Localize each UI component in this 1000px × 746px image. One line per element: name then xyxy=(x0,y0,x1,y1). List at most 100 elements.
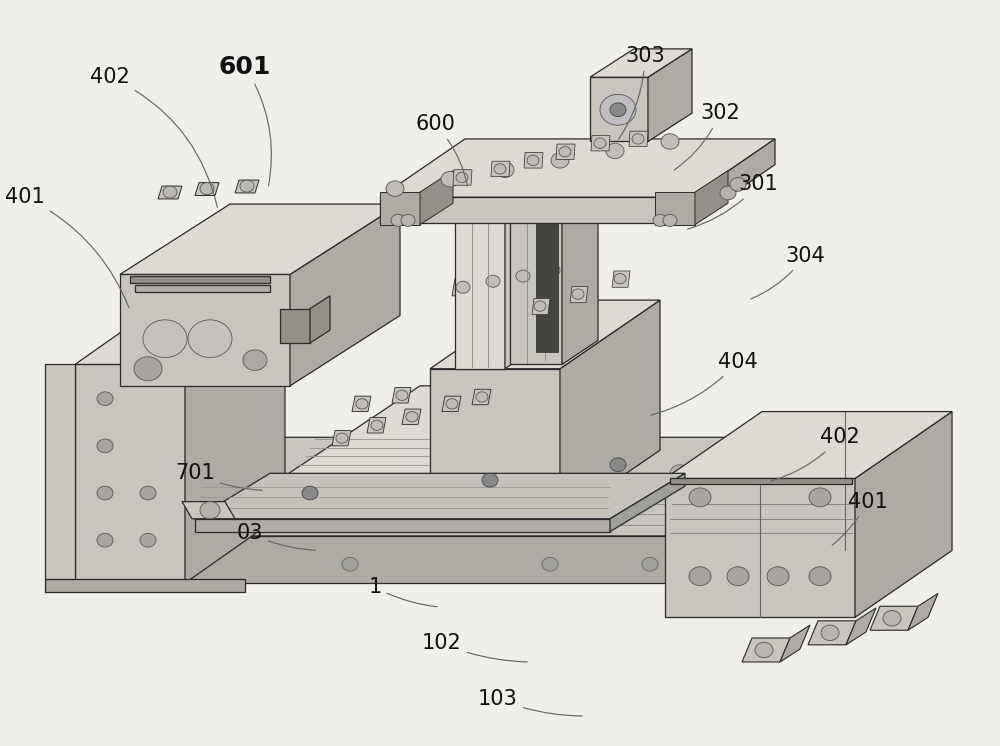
Circle shape xyxy=(534,301,546,311)
Text: 301: 301 xyxy=(688,175,778,229)
Polygon shape xyxy=(556,144,575,160)
Polygon shape xyxy=(380,139,775,197)
Circle shape xyxy=(243,350,267,371)
Polygon shape xyxy=(332,430,351,446)
Text: 401: 401 xyxy=(5,187,129,308)
Circle shape xyxy=(494,164,506,174)
Circle shape xyxy=(594,138,606,148)
Polygon shape xyxy=(430,369,560,518)
Circle shape xyxy=(559,147,571,157)
Polygon shape xyxy=(280,309,310,343)
Polygon shape xyxy=(532,298,550,315)
Polygon shape xyxy=(690,139,775,223)
Polygon shape xyxy=(780,625,810,662)
Polygon shape xyxy=(455,184,540,207)
Polygon shape xyxy=(455,207,505,369)
Polygon shape xyxy=(655,192,695,225)
Circle shape xyxy=(490,476,510,493)
Polygon shape xyxy=(482,273,503,290)
Polygon shape xyxy=(846,608,876,645)
Polygon shape xyxy=(730,437,900,583)
Circle shape xyxy=(172,557,188,571)
Polygon shape xyxy=(855,412,952,618)
Text: 401: 401 xyxy=(832,492,888,545)
Polygon shape xyxy=(505,184,540,369)
Polygon shape xyxy=(45,579,245,592)
Text: 1: 1 xyxy=(368,577,437,606)
Circle shape xyxy=(642,557,658,571)
Polygon shape xyxy=(648,49,692,142)
Polygon shape xyxy=(120,204,400,275)
Polygon shape xyxy=(570,286,588,303)
Text: 304: 304 xyxy=(751,245,825,299)
Circle shape xyxy=(200,183,214,195)
Text: 302: 302 xyxy=(674,103,740,170)
Polygon shape xyxy=(610,473,685,532)
Circle shape xyxy=(396,390,408,401)
Circle shape xyxy=(140,533,156,547)
Polygon shape xyxy=(75,365,185,583)
Text: 303: 303 xyxy=(619,46,665,140)
Circle shape xyxy=(755,642,773,658)
Circle shape xyxy=(821,625,839,641)
Polygon shape xyxy=(380,192,420,225)
Polygon shape xyxy=(45,365,75,579)
Circle shape xyxy=(496,162,514,178)
Circle shape xyxy=(391,214,405,226)
Polygon shape xyxy=(908,593,938,630)
Polygon shape xyxy=(453,170,472,185)
Circle shape xyxy=(200,501,220,518)
Polygon shape xyxy=(430,300,660,369)
Polygon shape xyxy=(510,386,645,518)
Circle shape xyxy=(150,501,170,518)
Circle shape xyxy=(406,412,418,422)
Polygon shape xyxy=(670,478,852,484)
Polygon shape xyxy=(542,262,563,279)
Polygon shape xyxy=(629,131,648,147)
Circle shape xyxy=(740,456,760,473)
Circle shape xyxy=(97,392,113,406)
Circle shape xyxy=(614,274,626,283)
Polygon shape xyxy=(70,536,730,583)
Polygon shape xyxy=(402,409,421,424)
Polygon shape xyxy=(510,178,598,204)
Circle shape xyxy=(446,398,458,409)
Circle shape xyxy=(336,433,348,443)
Circle shape xyxy=(551,153,569,168)
Circle shape xyxy=(163,186,177,198)
Circle shape xyxy=(456,172,468,183)
Polygon shape xyxy=(75,294,285,365)
Text: 404: 404 xyxy=(651,352,758,416)
Polygon shape xyxy=(185,294,285,583)
Circle shape xyxy=(97,533,113,547)
Polygon shape xyxy=(665,412,952,478)
Circle shape xyxy=(401,214,415,226)
Circle shape xyxy=(767,567,789,586)
Polygon shape xyxy=(120,275,290,386)
Circle shape xyxy=(809,567,831,586)
Circle shape xyxy=(240,180,254,192)
Circle shape xyxy=(883,610,901,626)
Polygon shape xyxy=(195,183,219,195)
Polygon shape xyxy=(442,396,461,412)
Polygon shape xyxy=(392,388,411,403)
Polygon shape xyxy=(742,638,790,662)
Polygon shape xyxy=(135,285,270,292)
Polygon shape xyxy=(536,210,558,351)
Circle shape xyxy=(482,473,498,487)
Polygon shape xyxy=(182,501,235,518)
Polygon shape xyxy=(290,204,400,386)
Polygon shape xyxy=(590,49,692,77)
Text: 03: 03 xyxy=(237,524,315,551)
Polygon shape xyxy=(472,389,491,405)
Circle shape xyxy=(386,181,404,196)
Circle shape xyxy=(572,289,584,299)
Circle shape xyxy=(476,392,488,402)
Polygon shape xyxy=(380,197,690,223)
Polygon shape xyxy=(70,437,900,536)
Circle shape xyxy=(270,495,290,513)
Polygon shape xyxy=(195,518,610,532)
Polygon shape xyxy=(195,473,685,518)
Polygon shape xyxy=(352,396,371,412)
Circle shape xyxy=(610,458,626,471)
